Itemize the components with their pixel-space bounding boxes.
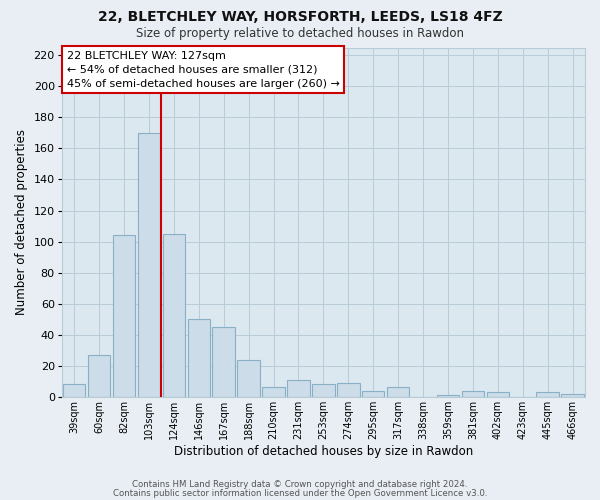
Text: Contains public sector information licensed under the Open Government Licence v3: Contains public sector information licen…: [113, 488, 487, 498]
Bar: [262, 388, 285, 397]
Text: 22 BLETCHLEY WAY: 127sqm
← 54% of detached houses are smaller (312)
45% of semi-: 22 BLETCHLEY WAY: 127sqm ← 54% of detach…: [67, 50, 340, 88]
Bar: [63, 384, 85, 397]
Text: Size of property relative to detached houses in Rawdon: Size of property relative to detached ho…: [136, 28, 464, 40]
Bar: [536, 392, 559, 397]
Bar: [487, 392, 509, 397]
Bar: [362, 390, 385, 397]
Bar: [188, 319, 210, 397]
Text: 22, BLETCHLEY WAY, HORSFORTH, LEEDS, LS18 4FZ: 22, BLETCHLEY WAY, HORSFORTH, LEEDS, LS1…: [98, 10, 502, 24]
Bar: [437, 395, 459, 397]
Bar: [287, 380, 310, 397]
Bar: [138, 133, 160, 397]
Text: Contains HM Land Registry data © Crown copyright and database right 2024.: Contains HM Land Registry data © Crown c…: [132, 480, 468, 489]
Bar: [337, 383, 359, 397]
Bar: [163, 234, 185, 397]
Bar: [113, 236, 135, 397]
Bar: [212, 327, 235, 397]
Bar: [88, 355, 110, 397]
Bar: [562, 394, 584, 397]
Bar: [387, 388, 409, 397]
Bar: [312, 384, 335, 397]
Y-axis label: Number of detached properties: Number of detached properties: [15, 129, 28, 315]
Bar: [461, 390, 484, 397]
X-axis label: Distribution of detached houses by size in Rawdon: Distribution of detached houses by size …: [174, 444, 473, 458]
Bar: [238, 360, 260, 397]
